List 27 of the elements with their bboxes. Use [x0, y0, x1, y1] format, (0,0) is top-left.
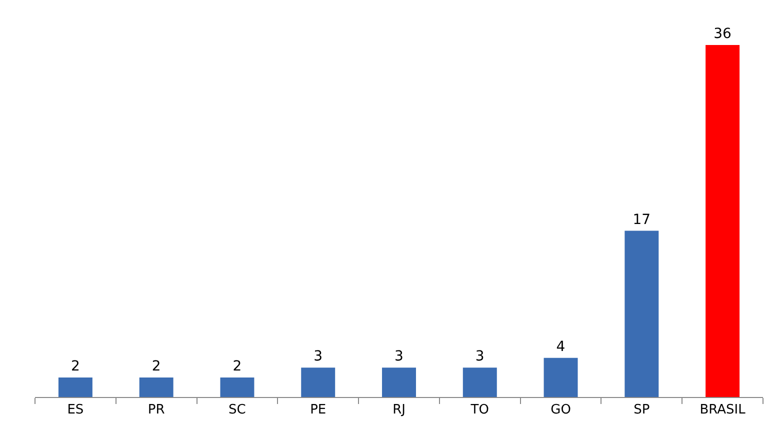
x-tick-label: ES — [67, 402, 84, 418]
data-label: 17 — [632, 212, 651, 228]
data-label: 2 — [70, 358, 80, 374]
bar — [462, 368, 497, 397]
bar — [139, 377, 174, 397]
data-label: 4 — [556, 338, 566, 355]
data-label: 3 — [394, 348, 404, 365]
x-tick-label: PE — [310, 402, 326, 418]
bar — [220, 377, 254, 397]
data-label: 2 — [152, 358, 161, 374]
data-label: 3 — [475, 348, 484, 365]
x-tick-label: RJ — [392, 402, 406, 418]
bar — [544, 358, 578, 397]
x-tick-label: TO — [470, 402, 489, 418]
bar — [624, 230, 659, 397]
data-label: 3 — [314, 348, 323, 365]
data-label: 2 — [232, 358, 242, 374]
x-tick-label: PR — [148, 402, 165, 418]
x-tick-label: SC — [228, 402, 246, 418]
bar — [301, 368, 336, 397]
bar — [58, 377, 92, 397]
bar — [382, 368, 416, 397]
x-tick-label: GO — [550, 402, 571, 418]
bar — [706, 45, 740, 397]
x-tick-label: SP — [634, 402, 650, 418]
x-tick-label: BRASIL — [700, 402, 746, 418]
data-label: 36 — [714, 26, 732, 42]
